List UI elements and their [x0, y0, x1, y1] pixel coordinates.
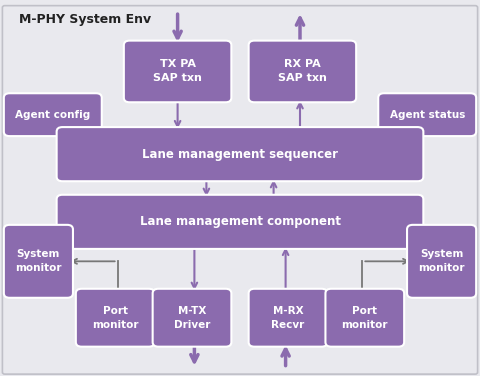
- FancyBboxPatch shape: [325, 289, 404, 347]
- Text: M-PHY System Env: M-PHY System Env: [19, 13, 151, 26]
- Text: M-RX
Recvr: M-RX Recvr: [271, 306, 305, 330]
- FancyBboxPatch shape: [249, 41, 356, 102]
- Text: Agent config: Agent config: [15, 110, 90, 120]
- FancyBboxPatch shape: [407, 225, 476, 298]
- Text: M-TX
Driver: M-TX Driver: [174, 306, 210, 330]
- Text: Lane management sequencer: Lane management sequencer: [142, 148, 338, 161]
- FancyBboxPatch shape: [249, 289, 327, 347]
- Text: Lane management component: Lane management component: [140, 215, 340, 228]
- FancyBboxPatch shape: [378, 93, 476, 136]
- Text: Port
monitor: Port monitor: [92, 306, 138, 330]
- FancyBboxPatch shape: [76, 289, 155, 347]
- FancyBboxPatch shape: [2, 6, 478, 374]
- FancyBboxPatch shape: [4, 93, 102, 136]
- FancyBboxPatch shape: [57, 195, 423, 249]
- Text: TX PA
SAP txn: TX PA SAP txn: [153, 59, 202, 83]
- Text: RX PA
SAP txn: RX PA SAP txn: [278, 59, 327, 83]
- Text: System
monitor: System monitor: [419, 249, 465, 273]
- Text: Agent status: Agent status: [389, 110, 465, 120]
- FancyBboxPatch shape: [4, 225, 73, 298]
- FancyBboxPatch shape: [153, 289, 231, 347]
- FancyBboxPatch shape: [57, 127, 423, 181]
- Text: Port
monitor: Port monitor: [342, 306, 388, 330]
- Text: System
monitor: System monitor: [15, 249, 61, 273]
- FancyBboxPatch shape: [124, 41, 231, 102]
